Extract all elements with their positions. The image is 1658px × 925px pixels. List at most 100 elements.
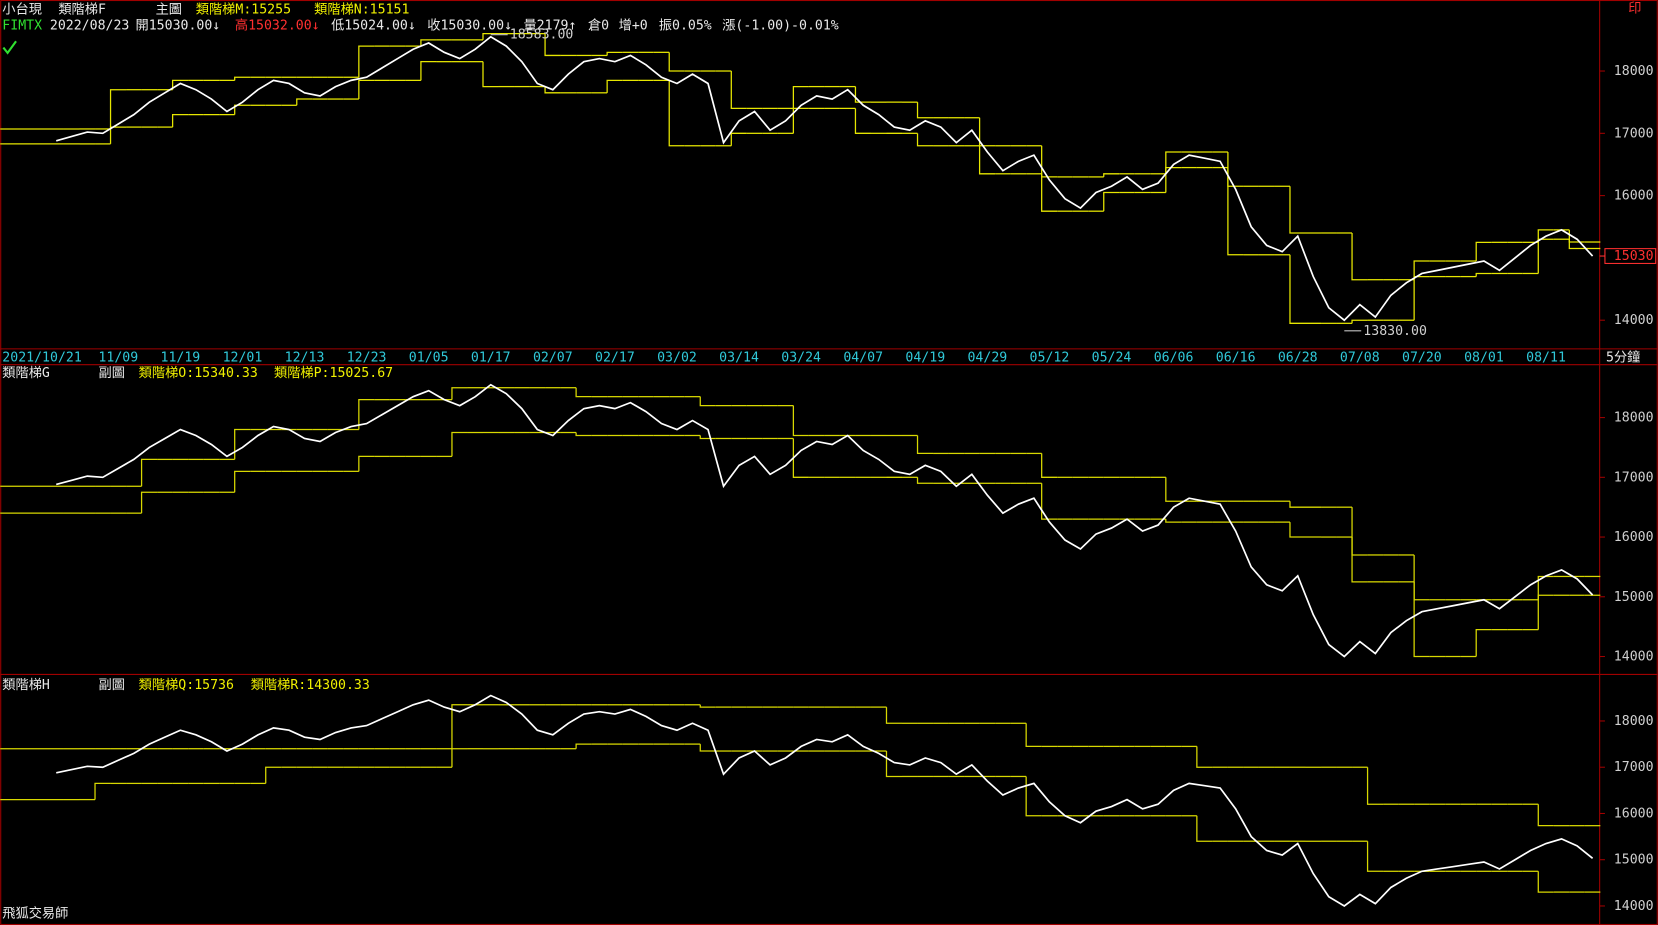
section: 主圖 [156,2,182,18]
y-tick-label: 18000 [1614,714,1654,729]
y-tick-label: 15000 [1614,590,1654,605]
y-tick-label: 18000 [1614,64,1654,79]
indicator: 類階梯F [58,2,106,18]
x-tick-label: 04/19 [905,350,945,365]
x-tick-label: 03/02 [657,350,697,365]
step-line [978,117,996,147]
step-line [140,458,158,487]
y-tick-label: 16000 [1614,806,1654,821]
x-tick-label: 03/24 [781,350,821,365]
step-line [1041,453,1058,478]
y-tick-label: 16000 [1614,189,1654,204]
y-tick-label: 17000 [1614,760,1654,775]
position: 倉0 [588,17,609,33]
step-line [1165,519,1182,523]
step-line [699,744,716,752]
step-line [1025,723,1042,748]
step-line [1475,628,1492,657]
indicator: 類階梯H [2,677,50,693]
step-line [1289,522,1306,538]
step-line [1366,767,1384,805]
legend-entry: 類階梯R:14300.33 [251,677,370,693]
step-line [792,405,809,437]
x-tick-label: 2021/10/21 [2,350,82,365]
step-line [668,80,685,147]
step-line [109,89,127,129]
check-icon [2,40,17,55]
footer: 飛狐交易師 [2,904,68,921]
step-line [482,33,499,40]
legend-entry: 類階梯Q:15736 [139,677,234,693]
step-line [1537,238,1554,274]
step-line [730,132,747,146]
step-line [885,707,903,724]
low-label: 13830.00 [1363,324,1427,339]
step-line [1289,254,1306,324]
section: 副圖 [99,365,125,381]
step-line [575,432,592,437]
y-tick-label: 17000 [1614,126,1654,141]
step-line [1537,594,1554,630]
step-line [234,428,251,460]
x-tick-label: 06/28 [1278,350,1318,365]
x-tick-label: 04/29 [967,350,1007,365]
step-line [140,491,158,514]
x-tick-label: 08/11 [1526,350,1566,365]
step-line [1351,232,1368,281]
legend-entry: 類階梯M:15255 [196,2,291,18]
low: 低15024.00↓ [331,17,416,33]
step-line [1351,537,1368,583]
x-tick-label: 06/06 [1154,350,1194,365]
price-line [55,35,1594,322]
step-line [234,470,251,493]
y-tick-label: 17000 [1614,470,1654,485]
step-line [1413,554,1430,601]
step-line [606,51,623,56]
y-tick-label: 16000 [1614,530,1654,545]
y-tick-label: 14000 [1614,899,1654,914]
step-line [885,751,903,778]
y-tick-label: 18000 [1614,411,1654,426]
step-line [544,33,561,57]
x-tick-label: 04/07 [843,350,883,365]
step-line [730,71,747,110]
step-line [668,52,685,72]
step-line [1025,776,1042,817]
last-price-label: 15030 [1614,249,1654,264]
step-line [451,748,468,768]
step-line [575,743,592,749]
open: 開15030.00↓ [136,18,221,33]
last-price-box [1604,248,1657,264]
step-line [1289,186,1306,234]
high-label: 18583.00 [510,28,574,43]
change: 漲(-1.00)-0.01% [722,17,839,33]
step-line [916,133,934,147]
step-line [420,39,437,47]
step-line [109,126,127,144]
step-line [1165,477,1182,502]
step-line [792,85,809,109]
step-line [1475,241,1492,262]
step-line [1537,871,1554,893]
x-tick-label: 01/17 [471,350,511,365]
x-tick-label: 12/23 [347,350,387,365]
x-tick-label: 05/24 [1092,350,1132,365]
step-line [94,782,111,800]
step-line [854,86,871,103]
change-position: 增+0 [619,17,648,33]
step-line [699,396,716,407]
step-line [854,108,871,134]
step-line [1289,501,1306,508]
step-line [1366,841,1384,872]
step-line [1103,191,1120,212]
corner-mark: 印 [1628,0,1641,16]
step-line [1196,815,1213,842]
x-tick-label: 12/01 [223,350,263,365]
step-line [358,79,375,100]
legend-entry: 類階梯N:15151 [314,2,409,18]
price-line [56,694,1594,907]
x-tick-label: 03/14 [719,350,759,365]
x-tick-label: 12/13 [285,350,325,365]
